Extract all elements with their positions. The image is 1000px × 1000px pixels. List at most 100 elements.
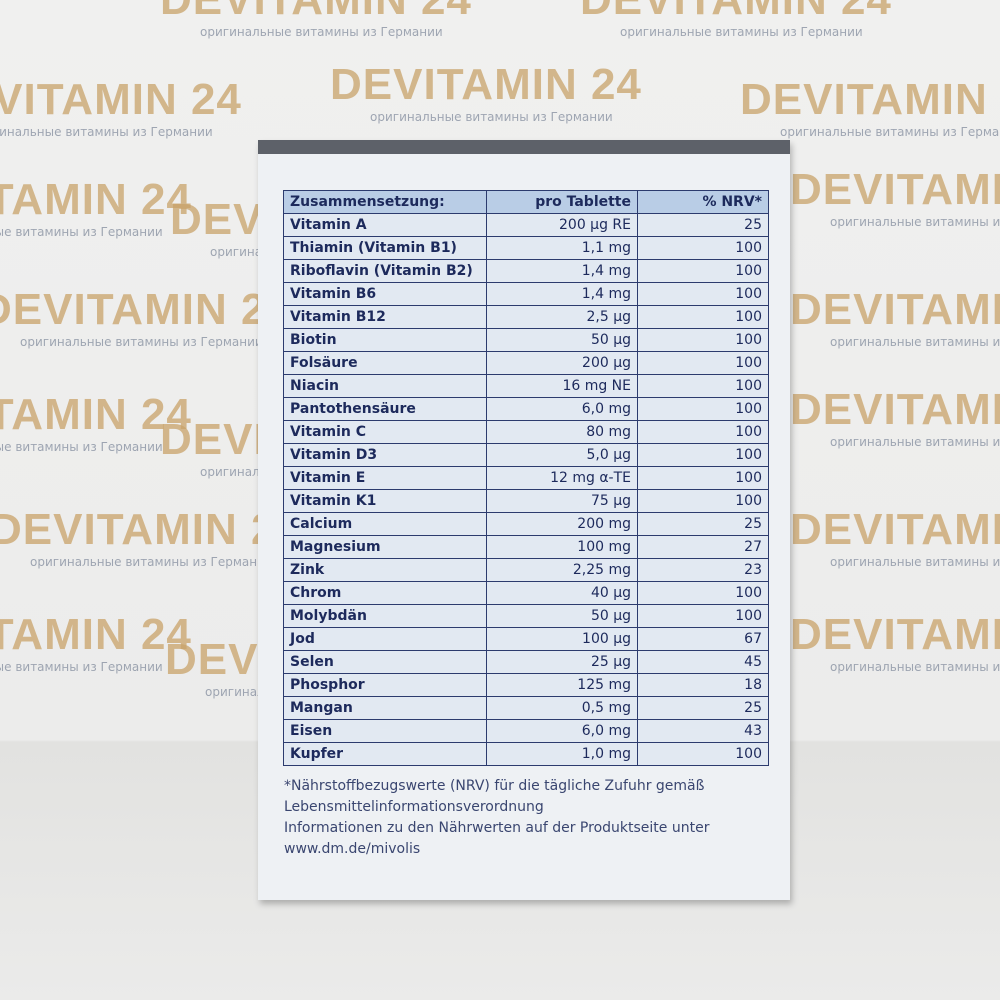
table-row: Biotin 50 µg 100 (283, 328, 769, 352)
watermark-brand: DEVITAMIN 24 (790, 285, 1000, 334)
watermark-brand: DEVITAMIN 24 (160, 0, 472, 25)
watermark-brand: DEVITAMIN 24 (790, 165, 1000, 214)
table-row: Magnesium 100 mg 27 (283, 535, 769, 559)
nutrient: Pantothensäure (283, 397, 487, 421)
nutrient: Eisen (283, 719, 487, 743)
table-row: Vitamin C 80 mg 100 (283, 420, 769, 444)
product-box: Zusammensetzung: pro Tablette% NRV* Vitam… (258, 140, 790, 900)
amount: 1,0 mg (486, 742, 638, 766)
watermark-tagline: оригинальные витамины из Германии (30, 555, 273, 569)
footnote-line: Lebensmittelinformationsverordnung (284, 799, 544, 815)
nutrient: Vitamin D3 (283, 443, 487, 467)
nutrient: Thiamin (Vitamin B1) (283, 236, 487, 260)
amount: 0,5 mg (486, 696, 638, 720)
nutrient: Vitamin B6 (283, 282, 487, 306)
amount: 40 µg (486, 581, 638, 605)
nutrient: Molybdän (283, 604, 487, 628)
nrv-percent: 100 (637, 443, 769, 467)
amount: 2,5 µg (486, 305, 638, 329)
table-row: Folsäure 200 µg 100 (283, 351, 769, 375)
watermark-brand: DEVITAMIN 24 (790, 610, 1000, 659)
watermark-brand: DEVITAMIN 24 (740, 75, 1000, 124)
nutrient: Selen (283, 650, 487, 674)
amount: 200 µg RE (486, 213, 638, 237)
nutrient: Phosphor (283, 673, 487, 697)
nrv-percent: 100 (637, 397, 769, 421)
nutrient: Zink (283, 558, 487, 582)
watermark-tagline: оригинальные витамины из Германии (20, 335, 263, 349)
table-row: Kupfer 1,0 mg 100 (283, 742, 769, 766)
watermark-tagline: оригинальные витамины из Германии (0, 225, 163, 239)
watermark-brand: DEVITAMIN 24 (0, 505, 302, 554)
amount: 50 µg (486, 328, 638, 352)
footnote-line: *Nährstoffbezugswerte (NRV) für die tägl… (284, 778, 705, 794)
amount: 1,1 mg (486, 236, 638, 260)
table-row: Calcium 200 mg 25 (283, 512, 769, 536)
watermark-tagline: оригинальные витамины из Германии (370, 110, 613, 124)
nutrient: Kupfer (283, 742, 487, 766)
nrv-percent: 67 (637, 627, 769, 651)
amount: 200 µg (486, 351, 638, 375)
nutrient: Riboflavin (Vitamin B2) (283, 259, 487, 283)
amount: 80 mg (486, 420, 638, 444)
amount: 125 mg (486, 673, 638, 697)
watermark-brand: DEVITAMIN 24 (790, 505, 1000, 554)
nutrient: Jod (283, 627, 487, 651)
watermark-brand: DEVITAMIN 24 (0, 390, 192, 439)
nutrient: Vitamin B12 (283, 305, 487, 329)
table-row: Zink 2,25 mg 23 (283, 558, 769, 582)
footnote-line: www.dm.de/mivolis (284, 841, 421, 857)
watermark-tagline: оригинальные витамины из Германии (0, 440, 163, 454)
watermark-tagline: оригинальные витамины из Германии (200, 25, 443, 39)
amount: 100 mg (486, 535, 638, 559)
column-header: pro Tablette (486, 190, 638, 214)
watermark-brand: DEVITAMIN 24 (0, 610, 192, 659)
table-body: Vitamin A 200 µg RE 25 Thiamin (Vitamin B1)… (283, 213, 769, 766)
nrv-percent: 100 (637, 305, 769, 329)
table-row: Vitamin E 12 mg α-TE 100 (283, 466, 769, 490)
nrv-percent: 100 (637, 489, 769, 513)
table-row: Vitamin B12 2,5 µg 100 (283, 305, 769, 329)
nrv-percent: 43 (637, 719, 769, 743)
table-row: Riboflavin (Vitamin B2) 1,4 mg 100 (283, 259, 769, 283)
nutrient: Folsäure (283, 351, 487, 375)
nutrient: Mangan (283, 696, 487, 720)
watermark-brand: DEVITAMIN 24 (790, 385, 1000, 434)
nrv-percent: 100 (637, 328, 769, 352)
amount: 12 mg α-TE (486, 466, 638, 490)
nutrient: Vitamin E (283, 466, 487, 490)
nrv-percent: 100 (637, 581, 769, 605)
amount: 1,4 mg (486, 282, 638, 306)
table-row: Vitamin A 200 µg RE 25 (283, 213, 769, 237)
nutrient: Chrom (283, 581, 487, 605)
column-header: % NRV* (637, 190, 769, 214)
amount: 2,25 mg (486, 558, 638, 582)
nrv-percent: 100 (637, 374, 769, 398)
nrv-percent: 100 (637, 742, 769, 766)
nrv-percent: 25 (637, 696, 769, 720)
table-row: Vitamin K1 75 µg 100 (283, 489, 769, 513)
nutrient: Vitamin A (283, 213, 487, 237)
amount: 6,0 mg (486, 719, 638, 743)
nrv-percent: 100 (637, 466, 769, 490)
nrv-percent: 23 (637, 558, 769, 582)
watermark-tagline: оригинальные витамины из Германии (0, 660, 163, 674)
watermark-brand: DEVITAMIN 24 (0, 285, 292, 334)
nrv-percent: 100 (637, 259, 769, 283)
table-row: Thiamin (Vitamin B1) 1,1 mg 100 (283, 236, 769, 260)
table-row: Phosphor 125 mg 18 (283, 673, 769, 697)
watermark-tagline: оригинальные витамины из Германии (830, 555, 1000, 569)
amount: 25 µg (486, 650, 638, 674)
table-row: Pantothensäure 6,0 mg 100 (283, 397, 769, 421)
